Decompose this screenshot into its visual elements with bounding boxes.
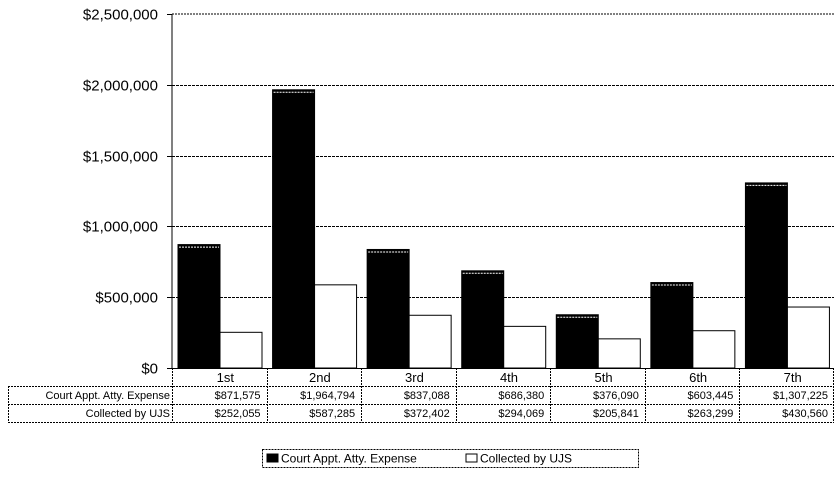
legend-swatch-expense (266, 453, 279, 463)
table-row-label: Collected by UJS (86, 408, 170, 420)
x-category-label: 1st (217, 370, 235, 385)
legend-swatch-collected (465, 453, 478, 463)
data-table: 1st 2nd 3rd 4th 5th 6th 7th Court Appt. Atty. E… (8, 368, 834, 423)
table-row-label: Court Appt. Atty. Expense (45, 390, 170, 402)
bar-expense-5th (555, 314, 599, 369)
table-cell-value: $603,445 (688, 390, 734, 402)
y-tick-label: $1,500,000 (83, 149, 158, 166)
x-category-label: 3rd (405, 370, 424, 385)
table-cell-value: $837,088 (404, 390, 450, 402)
x-category-label: 7th (784, 370, 802, 385)
x-category-label: 5th (595, 370, 613, 385)
y-tick-label: $2,500,000 (83, 7, 158, 24)
bar-collected-2nd (314, 284, 358, 369)
x-category-label: 2nd (309, 370, 331, 385)
grid-lines (172, 13, 834, 298)
bar-collected-7th (786, 306, 830, 369)
bar-expense-7th (744, 182, 788, 369)
table-cell-value: $263,299 (688, 408, 734, 420)
bar-expense-4th (461, 270, 505, 369)
y-tick-label: $1,000,000 (83, 219, 158, 236)
y-tick-label: $500,000 (95, 290, 158, 307)
bar-collected-3rd (408, 314, 452, 369)
table-cell-value: $372,402 (404, 408, 450, 420)
bar-collected-6th (692, 330, 736, 369)
table-cell-value: $294,069 (498, 408, 544, 420)
bar-collected-4th (503, 325, 547, 369)
x-category-label: 4th (500, 370, 518, 385)
table-cell-value: $376,090 (593, 390, 639, 402)
legend-label-collected: Collected by UJS (480, 452, 572, 466)
legend-box (262, 449, 639, 468)
bar-expense-6th (650, 282, 694, 369)
table-cell-value: $430,560 (782, 408, 828, 420)
table-cell-value: $205,841 (593, 408, 639, 420)
table-cell-value: $252,055 (215, 408, 261, 420)
bar-expense-2nd (272, 89, 316, 369)
table-cell-value: $1,307,225 (773, 390, 828, 402)
bar-collected-1st (219, 331, 263, 369)
table-cell-value: $1,964,794 (300, 390, 355, 402)
legend-label-expense: Court Appt. Atty. Expense (281, 452, 417, 466)
y-tick-label: $2,000,000 (83, 78, 158, 95)
table-cell-value: $587,285 (309, 408, 355, 420)
bar-expense-3rd (366, 248, 410, 369)
bars (177, 89, 830, 369)
legend: Court Appt. Atty. Expense Collected by UJ… (262, 449, 639, 468)
table-cell-value: $686,380 (498, 390, 544, 402)
bar-collected-5th (597, 338, 641, 369)
x-category-label: 6th (689, 370, 707, 385)
bar-expense-1st (177, 244, 221, 369)
table-cell-value: $871,575 (215, 390, 261, 402)
y-tick-label: $0 (141, 361, 158, 378)
